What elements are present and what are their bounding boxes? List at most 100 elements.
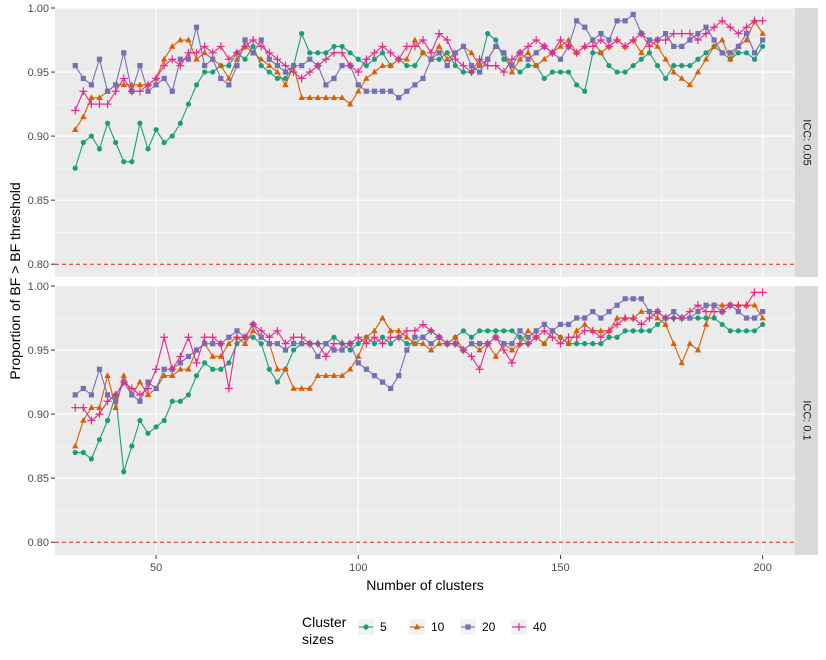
data-point <box>290 341 297 347</box>
data-point <box>88 404 95 410</box>
data-point <box>176 352 185 361</box>
legend-entries: 5 10 20 40 <box>358 619 547 635</box>
data-point <box>224 384 233 393</box>
data-point <box>645 314 654 323</box>
data-point <box>412 63 418 69</box>
data-point <box>507 55 516 64</box>
data-point <box>80 75 86 82</box>
data-point <box>565 340 572 346</box>
data-point <box>476 346 483 353</box>
data-point <box>679 63 685 69</box>
data-point <box>153 127 159 133</box>
y-tick-label: 0.95 <box>28 67 49 79</box>
y-tick-label: 0.80 <box>28 259 49 271</box>
data-point <box>483 339 492 348</box>
data-point <box>420 75 426 82</box>
y-tick-label: 0.85 <box>28 473 49 485</box>
data-point <box>597 327 605 334</box>
data-point <box>760 37 766 43</box>
data-point <box>475 55 484 64</box>
data-point <box>507 358 516 367</box>
data-point <box>580 326 589 335</box>
data-point <box>653 307 662 316</box>
data-point <box>582 88 588 94</box>
data-point <box>193 373 200 379</box>
data-point <box>621 314 630 323</box>
data-point <box>217 62 224 68</box>
y-tick-label: 0.80 <box>28 537 49 549</box>
data-point <box>679 43 685 50</box>
data-point <box>193 55 200 62</box>
data-point <box>557 321 564 328</box>
data-point <box>669 29 678 38</box>
data-point <box>703 302 709 308</box>
data-point <box>403 333 411 340</box>
data-point <box>517 334 523 340</box>
data-point <box>638 296 644 302</box>
data-point <box>362 339 371 348</box>
data-point <box>120 81 127 88</box>
data-point <box>379 88 386 94</box>
data-point <box>388 385 394 392</box>
data-point <box>136 81 144 88</box>
data-point <box>177 56 183 62</box>
data-point <box>144 391 152 398</box>
data-point <box>735 43 741 50</box>
data-point <box>265 333 274 342</box>
data-point <box>161 139 167 146</box>
data-point <box>451 55 460 64</box>
data-point <box>646 37 653 43</box>
data-point <box>355 341 361 347</box>
data-point <box>347 50 353 56</box>
data-point <box>71 106 80 115</box>
data-point <box>685 29 694 38</box>
data-point <box>638 56 644 62</box>
data-point <box>72 165 78 171</box>
data-point <box>760 321 766 328</box>
data-point <box>80 385 86 392</box>
data-point <box>363 366 369 372</box>
data-point <box>694 68 702 75</box>
legend-title-line2: sizes <box>302 631 334 647</box>
y-tick-label: 0.85 <box>28 195 49 207</box>
data-point <box>185 392 192 398</box>
data-point <box>129 392 135 398</box>
y-tick-label: 0.90 <box>28 409 49 421</box>
data-point <box>137 398 143 404</box>
data-point <box>161 417 167 424</box>
data-point <box>346 61 355 70</box>
data-point <box>614 334 620 340</box>
data-point <box>622 69 628 75</box>
data-point <box>72 449 78 456</box>
data-point <box>418 36 427 45</box>
data-point <box>516 48 525 57</box>
data-point <box>759 314 766 321</box>
panel-1: 0.80 0.85 0.90 0.95 1.00 ICC: 0.05 <box>28 3 818 277</box>
data-point <box>630 63 636 69</box>
legend-key-marker <box>413 623 421 630</box>
data-point <box>266 69 272 75</box>
data-point <box>88 133 94 139</box>
data-point <box>315 50 321 56</box>
data-point <box>411 36 419 43</box>
data-point <box>72 63 78 69</box>
y-tick-label: 1.00 <box>28 281 49 293</box>
data-point <box>321 352 330 361</box>
data-point <box>355 360 361 366</box>
data-point <box>404 341 410 347</box>
data-point <box>735 309 741 315</box>
data-point <box>193 347 200 353</box>
data-point <box>217 353 224 359</box>
data-point <box>355 82 361 88</box>
data-point <box>152 74 161 83</box>
data-point <box>232 333 241 342</box>
data-point <box>556 36 565 45</box>
data-point <box>549 328 555 334</box>
data-point <box>210 69 216 75</box>
data-point <box>613 314 621 321</box>
data-point <box>371 373 378 379</box>
data-point <box>637 320 646 329</box>
data-point <box>435 43 443 49</box>
data-point <box>208 48 217 57</box>
data-point <box>216 339 225 348</box>
